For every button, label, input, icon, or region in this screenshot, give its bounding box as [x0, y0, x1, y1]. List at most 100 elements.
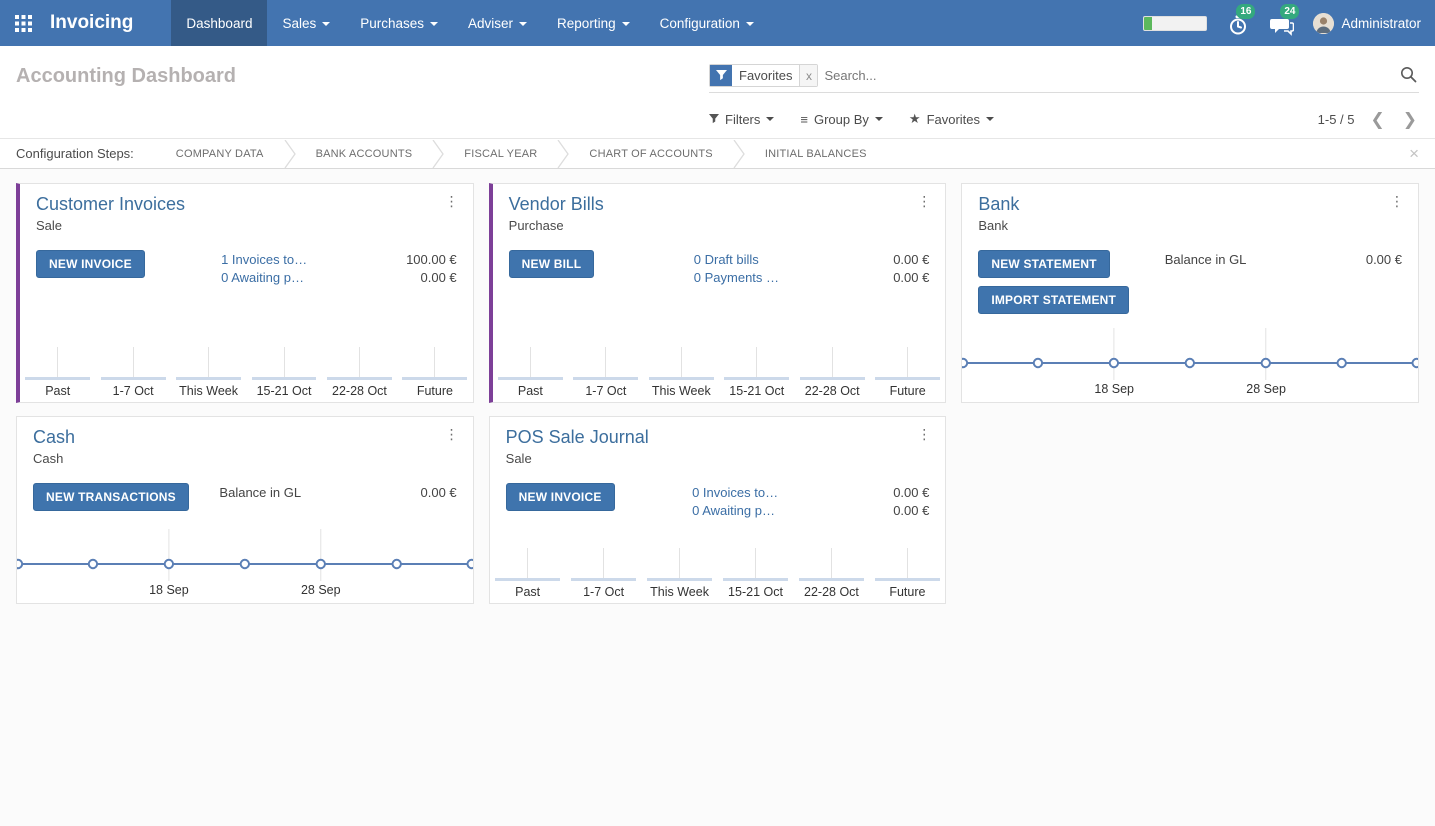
- axis-label: 15-21 Oct: [729, 384, 785, 398]
- bar-value: [327, 377, 392, 380]
- figure-amount: 0.00 €: [420, 485, 457, 500]
- card-menu-button[interactable]: ⋮: [1384, 191, 1410, 211]
- activities-button[interactable]: 16: [1225, 4, 1256, 36]
- search-facet-favorites[interactable]: Favorites x: [709, 64, 819, 87]
- bar-gridline: [208, 347, 210, 377]
- search-input[interactable]: [824, 68, 1398, 83]
- nav-item-label: Dashboard: [186, 15, 253, 31]
- bar-gridline: [283, 347, 285, 377]
- bar-axis-labels: Past 1-7 Oct This Week 15-21 Oct 22-28 Oct Fu…: [490, 581, 946, 603]
- axis-label: 22-28 Oct: [804, 585, 859, 599]
- card-menu-button[interactable]: ⋮: [439, 191, 465, 211]
- bar-value: [494, 578, 561, 581]
- close-configuration-steps-button[interactable]: ×: [1409, 144, 1419, 163]
- nav-item-label: Configuration: [659, 15, 740, 31]
- facet-remove-button[interactable]: x: [799, 65, 818, 86]
- card-header: Cash Cash: [17, 417, 473, 466]
- new-statement-button[interactable]: NEW STATEMENT: [978, 250, 1110, 278]
- axis-label: 15-21 Oct: [256, 384, 312, 398]
- figure-label: Balance in GL: [1164, 252, 1247, 267]
- card-title-link[interactable]: POS Sale Journal: [505, 427, 649, 447]
- line-axis-labels: 18 Sep 28 Sep: [17, 581, 473, 603]
- step-separator-icon: [432, 139, 445, 168]
- figure-link[interactable]: 0 Invoices to…: [692, 485, 779, 500]
- bar-value: [251, 377, 317, 380]
- config-step-company-data[interactable]: COMPANY DATA: [175, 147, 264, 160]
- chat-bubbles-icon: [1270, 19, 1295, 36]
- bar-column: [718, 529, 794, 581]
- nav-item-dashboard[interactable]: Dashboard: [171, 0, 268, 46]
- figure-link[interactable]: 0 Draft bills: [693, 252, 759, 267]
- bar-gridline: [57, 347, 59, 377]
- bar-gridline: [679, 548, 681, 578]
- card-menu-button[interactable]: ⋮: [439, 424, 465, 444]
- card-title-link[interactable]: Bank: [978, 194, 1020, 214]
- bar-value: [402, 377, 468, 380]
- dashboard-content: Customer Invoices Sale ⋮ NEW INVOICE 1 Invoi…: [0, 169, 1435, 618]
- search-button[interactable]: [1398, 66, 1419, 86]
- nav-item-configuration[interactable]: Configuration: [645, 0, 769, 46]
- line-chart-area: 18 Sep 28 Sep: [962, 328, 1418, 402]
- favorites-button[interactable]: ★ Favorites: [909, 111, 995, 127]
- config-step-chart-of-accounts[interactable]: CHART OF ACCOUNTS: [589, 147, 713, 160]
- bar-gridline: [603, 548, 605, 578]
- user-menu[interactable]: Administrator: [1313, 12, 1421, 34]
- bar-value: [570, 578, 637, 581]
- line-chart: [17, 529, 473, 581]
- messages-button[interactable]: 24: [1269, 4, 1300, 36]
- card-title-link[interactable]: Cash: [33, 427, 76, 447]
- card-menu-button[interactable]: ⋮: [911, 424, 937, 444]
- dashboard-card-cash: Cash Cash ⋮ NEW TRANSACTIONS Balance in GL 0.…: [16, 416, 474, 604]
- import-statement-button[interactable]: IMPORT STATEMENT: [978, 286, 1130, 314]
- card-title-link[interactable]: Vendor Bills: [508, 194, 604, 214]
- configuration-steps: COMPANY DATA BANK ACCOUNTS FISCAL YEAR CHAR…: [156, 139, 887, 168]
- new-bill-button[interactable]: NEW BILL: [508, 250, 595, 278]
- nav-item-sales[interactable]: Sales: [267, 0, 345, 46]
- new-invoice-button[interactable]: NEW INVOICE: [505, 483, 615, 511]
- figure-row: 0 Awaiting p… 0.00 €: [221, 269, 457, 287]
- axis-label: 28 Sep: [300, 583, 341, 597]
- config-step-initial-balances[interactable]: INITIAL BALANCES: [764, 147, 867, 160]
- pager: 1-5 / 5 ❮ ❯: [1318, 111, 1419, 128]
- axis-label: 15-21 Oct: [728, 585, 783, 599]
- card-body: NEW STATEMENT IMPORT STATEMENT Balance in …: [962, 250, 1418, 314]
- card-figures: Balance in GL 0.00 €: [1165, 250, 1402, 314]
- axis-label: 1-7 Oct: [583, 585, 625, 599]
- config-step-bank-accounts[interactable]: BANK ACCOUNTS: [315, 147, 413, 160]
- figure-link[interactable]: 0 Awaiting p…: [221, 270, 304, 285]
- card-figures: 1 Invoices to… 100.00 € 0 Awaiting p… 0.00 …: [221, 250, 457, 287]
- figure-link[interactable]: 0 Payments …: [693, 270, 780, 285]
- card-actions: NEW STATEMENT IMPORT STATEMENT: [978, 250, 1164, 314]
- pager-next-button[interactable]: ❯: [1402, 109, 1417, 129]
- new-transactions-button[interactable]: NEW TRANSACTIONS: [33, 483, 189, 511]
- bar-column: [568, 328, 643, 380]
- pager-previous-button[interactable]: ❮: [1370, 109, 1385, 129]
- bar-value: [722, 578, 789, 581]
- filters-button[interactable]: Filters: [709, 112, 775, 127]
- apps-menu-button[interactable]: [0, 0, 46, 46]
- bar-column: [493, 328, 568, 380]
- figure-row: 0 Awaiting p… 0.00 €: [692, 502, 929, 520]
- card-title-link[interactable]: Customer Invoices: [36, 194, 186, 214]
- bar-column: [794, 328, 869, 380]
- bar-value: [874, 578, 941, 581]
- bar-value: [100, 377, 166, 380]
- bar-column: [719, 328, 794, 380]
- nav-item-adviser[interactable]: Adviser: [453, 0, 542, 46]
- group-by-button[interactable]: ≡ Group By: [800, 112, 883, 127]
- bar-gridline: [527, 548, 529, 578]
- page-title: Accounting Dashboard: [16, 64, 237, 87]
- nav-item-reporting[interactable]: Reporting: [542, 0, 645, 46]
- card-actions: NEW INVOICE: [505, 483, 692, 520]
- card-menu-button[interactable]: ⋮: [911, 191, 937, 211]
- nav-item-purchases[interactable]: Purchases: [345, 0, 453, 46]
- figure-link[interactable]: 1 Invoices to…: [221, 252, 308, 267]
- new-invoice-button[interactable]: NEW INVOICE: [36, 250, 145, 278]
- config-step-fiscal-year[interactable]: FISCAL YEAR: [464, 147, 538, 160]
- bar-gridline: [830, 548, 832, 578]
- app-brand[interactable]: Invoicing: [50, 12, 134, 33]
- axis-label: This Week: [651, 384, 711, 398]
- figure-amount: 0.00 €: [893, 503, 930, 518]
- figure-link[interactable]: 0 Awaiting p…: [692, 503, 775, 518]
- top-navbar: Invoicing Dashboard Sales Purchases Adviser…: [0, 0, 1435, 46]
